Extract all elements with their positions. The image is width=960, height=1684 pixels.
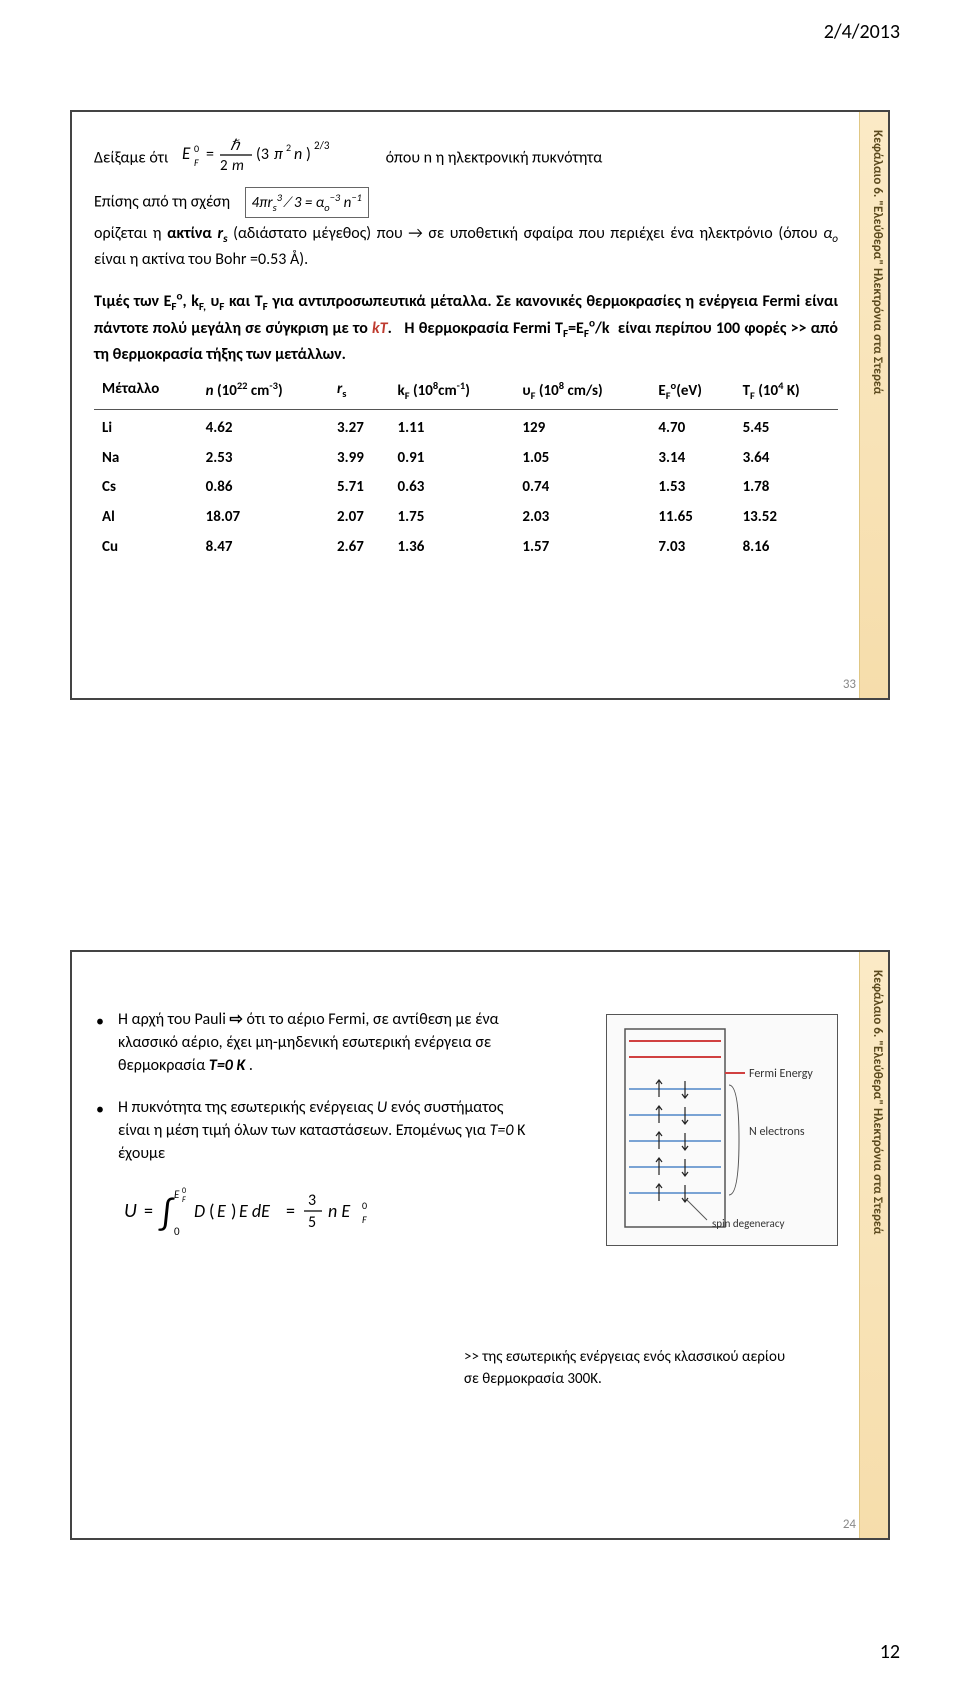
svg-text:∫: ∫ — [158, 1191, 175, 1235]
equation-rs-box: 4πrs3 ⁄ 3 = αo−3 n−1 — [245, 187, 369, 218]
svg-text:2: 2 — [220, 157, 228, 175]
svg-text:F: F — [194, 156, 199, 169]
line-episis: Επίσης από τη σχέση 4πrs3 ⁄ 3 = αo−3 n−1 — [94, 187, 838, 218]
svg-text:N electrons: N electrons — [749, 1125, 805, 1139]
print-date: 2/4/2013 — [824, 20, 900, 44]
svg-text:): ) — [306, 145, 311, 164]
svg-text:F: F — [182, 1195, 186, 1205]
svg-text:E: E — [182, 143, 191, 164]
svg-text:D: D — [194, 1200, 205, 1222]
svg-text:U: U — [124, 1199, 137, 1223]
col-rs: rs — [329, 374, 390, 407]
bullet-pauli: • Η αρχή του Pauli ⇨ ότι το αέριο Fermi,… — [94, 1008, 558, 1078]
svg-text:0: 0 — [362, 1199, 367, 1212]
fermi-table: Μέταλλο n (1022 cm-3) rs kF (108cm-1) υF… — [94, 374, 838, 563]
slide-2: Κεφάλαιο 6. "Ελεύθερα" Ηλεκτρόνια στα Στ… — [70, 950, 890, 1540]
slide-1-number: 33 — [843, 677, 856, 692]
svg-text:0: 0 — [174, 1225, 180, 1238]
svg-text:n E: n E — [328, 1200, 350, 1222]
page: 2/4/2013 12 Κεφάλαιο 6. "Ελεύθερα" Ηλεκτ… — [0, 0, 960, 1684]
col-metal: Μέταλλο — [94, 374, 198, 407]
bullet-dot-icon: • — [96, 1010, 104, 1033]
bullet-density: • H πυκνότητα της εσωτερικής ενέργειας U… — [94, 1096, 538, 1166]
print-page-number: 12 — [880, 1640, 900, 1664]
col-kf: kF (108cm-1) — [390, 374, 515, 407]
col-n: n (1022 cm-3) — [198, 374, 329, 407]
svg-text:2/3: 2/3 — [314, 139, 330, 152]
svg-text:3: 3 — [308, 1191, 316, 1210]
svg-text:=: = — [206, 145, 214, 164]
svg-text:n: n — [294, 145, 302, 164]
slide-1-sidebar: Κεφάλαιο 6. "Ελεύθερα" Ηλεκτρόνια στα Στ… — [859, 112, 888, 698]
slide-1-body: Δείξαμε ότι E 0 F = ℏ 2 m (3 π 2 n — [94, 130, 838, 680]
equation-ef0: E 0 F = ℏ 2 m (3 π 2 n ) 2/3 — [182, 134, 372, 183]
svg-text:(: ( — [209, 1200, 214, 1222]
col-vf: υF (108 cm/s) — [514, 374, 650, 407]
svg-text:): ) — [231, 1200, 236, 1222]
svg-text:=: = — [286, 1200, 295, 1222]
line-orizetai: ορίζεται η ακτίνα rs (αδιάστατο μέγεθος)… — [94, 222, 838, 271]
svg-text:2: 2 — [286, 141, 291, 154]
svg-text:ℏ: ℏ — [230, 137, 241, 155]
slide-2-sidebar: Κεφάλαιο 6. "Ελεύθερα" Ηλεκτρόνια στα Στ… — [859, 952, 888, 1538]
svg-text:π: π — [274, 145, 283, 164]
svg-text:E: E — [174, 1188, 180, 1201]
svg-text:E: E — [217, 1200, 226, 1222]
text-opou-n: όπου n η ηλεκτρονική πυκνότητα — [386, 148, 603, 167]
text-episis: Επίσης από τη σχέση — [94, 193, 230, 212]
table-row: Cs0.865.710.630.741.531.78 — [94, 473, 838, 503]
text-aktina-rs: ακτίνα rs — [167, 224, 227, 243]
table-row: Li4.623.271.111294.705.45 — [94, 414, 838, 444]
table-row: Al18.072.071.752.0311.6513.52 — [94, 503, 838, 533]
slide-2-sidebar-label: Κεφάλαιο 6. "Ελεύθερα" Ηλεκτρόνια στα Στ… — [863, 970, 885, 1234]
svg-text:F: F — [362, 1213, 367, 1226]
svg-text:Fermi Energy: Fermi Energy — [749, 1067, 813, 1081]
slide-1: Κεφάλαιο 6. "Ελεύθερα" Ηλεκτρόνια στα Στ… — [70, 110, 890, 700]
col-tf: TF (104 K) — [735, 374, 838, 407]
fermi-table-header-row: Μέταλλο n (1022 cm-3) rs kF (108cm-1) υF… — [94, 374, 838, 407]
svg-text:=: = — [144, 1200, 153, 1222]
svg-text:E dE: E dE — [239, 1200, 270, 1222]
svg-text:0: 0 — [194, 142, 199, 155]
slide-2-number: 24 — [843, 1517, 856, 1532]
text-deixame: Δείξαμε ότι — [94, 148, 168, 167]
table-row: Cu8.472.671.361.577.038.16 — [94, 533, 838, 563]
col-ef: EFo(eV) — [650, 374, 734, 407]
line-deixame: Δείξαμε ότι E 0 F = ℏ 2 m (3 π 2 n — [94, 134, 838, 183]
fermi-energy-diagram: Fermi Energy — [606, 1014, 838, 1246]
svg-text:(3: (3 — [256, 145, 269, 164]
slide-2-body: Fermi Energy — [94, 1002, 838, 1520]
bullet-dot-icon: • — [96, 1098, 104, 1121]
table-row: Na2.533.990.911.053.143.64 — [94, 444, 838, 474]
svg-text:5: 5 — [308, 1213, 316, 1232]
arrow-icon: ⇨ — [230, 1010, 243, 1029]
slide-1-sidebar-label: Κεφάλαιο 6. "Ελεύθερα" Ηλεκτρόνια στα Στ… — [863, 130, 885, 394]
svg-text:m: m — [232, 157, 244, 175]
para-times: Τιμές των EFo, kF, υF και TF για αντιπρο… — [94, 289, 838, 366]
svg-text:spin degeneracy: spin degeneracy — [712, 1217, 784, 1230]
note-classical-gas: >> της εσωτερικής ενέργειας ενός κλασσικ… — [464, 1347, 794, 1391]
